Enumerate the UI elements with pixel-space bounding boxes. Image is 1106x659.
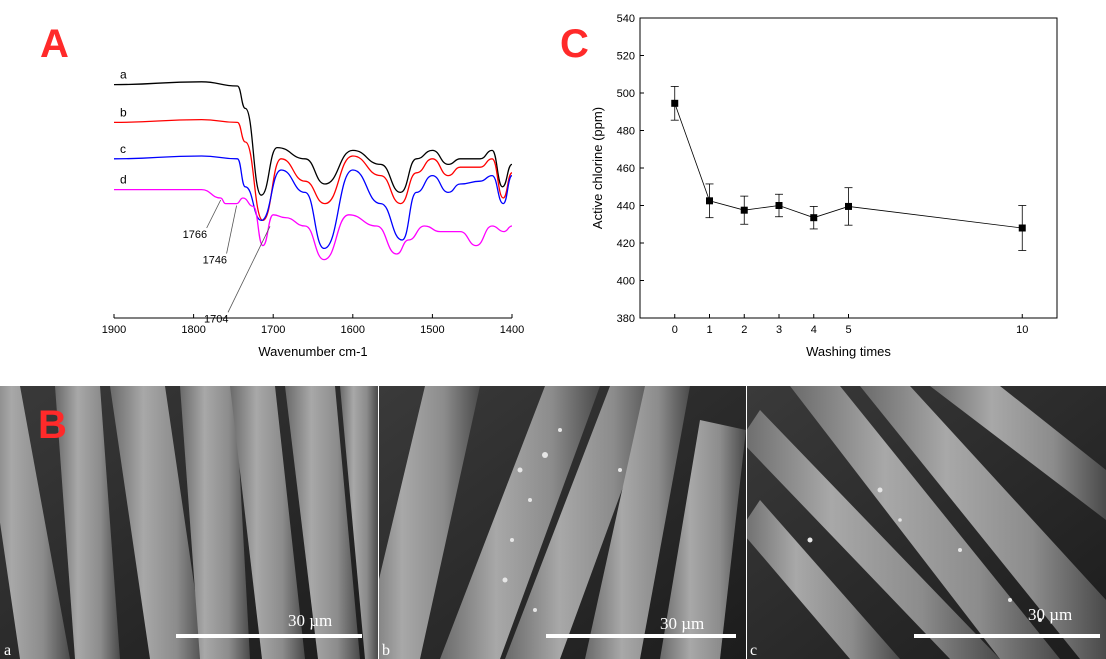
sem-image-c (747, 386, 1106, 659)
sem-image-a (0, 386, 378, 659)
panel-a-x-tick-label: 1400 (500, 324, 524, 336)
panel-c-x-axis-title: Washing times (806, 344, 891, 359)
sem-particles-b (502, 428, 622, 612)
scale-label-b: 30 µm (660, 614, 704, 633)
scale-label-a: 30 µm (288, 611, 332, 630)
panel-c-y-tick-label: 520 (617, 51, 635, 63)
panel-c-x-tick-label: 3 (776, 324, 782, 336)
spectrum-label-d: d (120, 173, 127, 187)
data-point (810, 214, 818, 222)
panel-c-y-tick-label: 400 (617, 276, 635, 288)
data-point (775, 202, 783, 209)
ftir-spectra-chart: 1900 1800 1700 1600 1500 1400 Wavenumber cm-1 a… (102, 68, 524, 359)
spectrum-curve-c (113, 155, 513, 250)
scale-label-c: 30 µm (1028, 605, 1072, 624)
sem-image-b (379, 386, 746, 659)
chlorine-washing-chart: 380 400 420 440 460 480 500 520 540 0 1 2 3 4 5 10 Washi… (590, 13, 1058, 359)
panel-a-x-tick-label: 1800 (181, 324, 205, 336)
panel-c-x-tick-label: 2 (741, 324, 747, 336)
panel-c-x-tick-label: 10 (1016, 324, 1028, 336)
sem-particles-c (807, 487, 1042, 622)
sem-label-c: c (750, 642, 757, 659)
peak-leader-1746 (226, 205, 237, 254)
panel-c-y-axis-title: Active chlorine (ppm) (590, 107, 605, 229)
sem-label-b: b (382, 642, 390, 659)
sem-fibers-b (379, 386, 746, 659)
data-point (1018, 224, 1026, 232)
panel-a-x-axis-title: Wavenumber cm-1 (258, 344, 367, 359)
panel-c-y-tick-label: 500 (617, 88, 635, 100)
panel-c-x-tick-label: 5 (845, 324, 851, 336)
panel-b-letter: B (38, 403, 67, 447)
scale-bar-a: 30 µm (176, 611, 362, 638)
panel-c-y-tick-label: 380 (617, 313, 635, 325)
scale-bar-c: 30 µm (914, 605, 1100, 638)
panel-c-x-tick-label: 0 (672, 324, 678, 336)
panel-a-x-tick-label: 1700 (261, 324, 285, 336)
scale-bar-b: 30 µm (546, 614, 736, 638)
spectrum-curve-d (114, 188, 513, 261)
panel-c-y-tick-label: 440 (617, 201, 635, 213)
data-point (706, 197, 713, 205)
peak-label-1704: 1704 (204, 313, 228, 325)
panel-c-letter: C (560, 22, 589, 66)
panel-a-letter: A (40, 22, 69, 66)
data-point (845, 202, 852, 210)
data-point (671, 99, 679, 107)
spectrum-curve-a (113, 81, 513, 196)
panel-c-y-tick-label: 420 (617, 238, 635, 250)
spectrum-label-c: c (120, 142, 126, 156)
spectrum-curve-b (113, 118, 513, 222)
panel-c-y-tick-label: 460 (617, 163, 635, 175)
panel-c-y-tick-label: 540 (617, 13, 635, 25)
spectrum-label-b: b (120, 105, 127, 119)
peak-label-1766: 1766 (183, 229, 207, 241)
panel-a-x-tick-label: 1900 (102, 324, 126, 336)
panel-c-x-tick-label: 1 (706, 324, 712, 336)
peak-leader-1704 (227, 226, 271, 313)
sem-fibers-c (747, 386, 1106, 659)
panel-a-x-tick-label: 1600 (341, 324, 365, 336)
sem-label-a: a (4, 642, 11, 659)
panel-a-x-tick-label: 1500 (420, 324, 444, 336)
sem-fibers-a (0, 386, 378, 659)
data-point (740, 206, 748, 214)
peak-label-1746: 1746 (203, 255, 227, 267)
spectrum-label-a: a (120, 68, 127, 82)
panel-c-x-tick-label: 4 (811, 324, 817, 336)
panel-c-y-tick-label: 480 (617, 126, 635, 138)
peak-leader-1766 (206, 199, 222, 229)
